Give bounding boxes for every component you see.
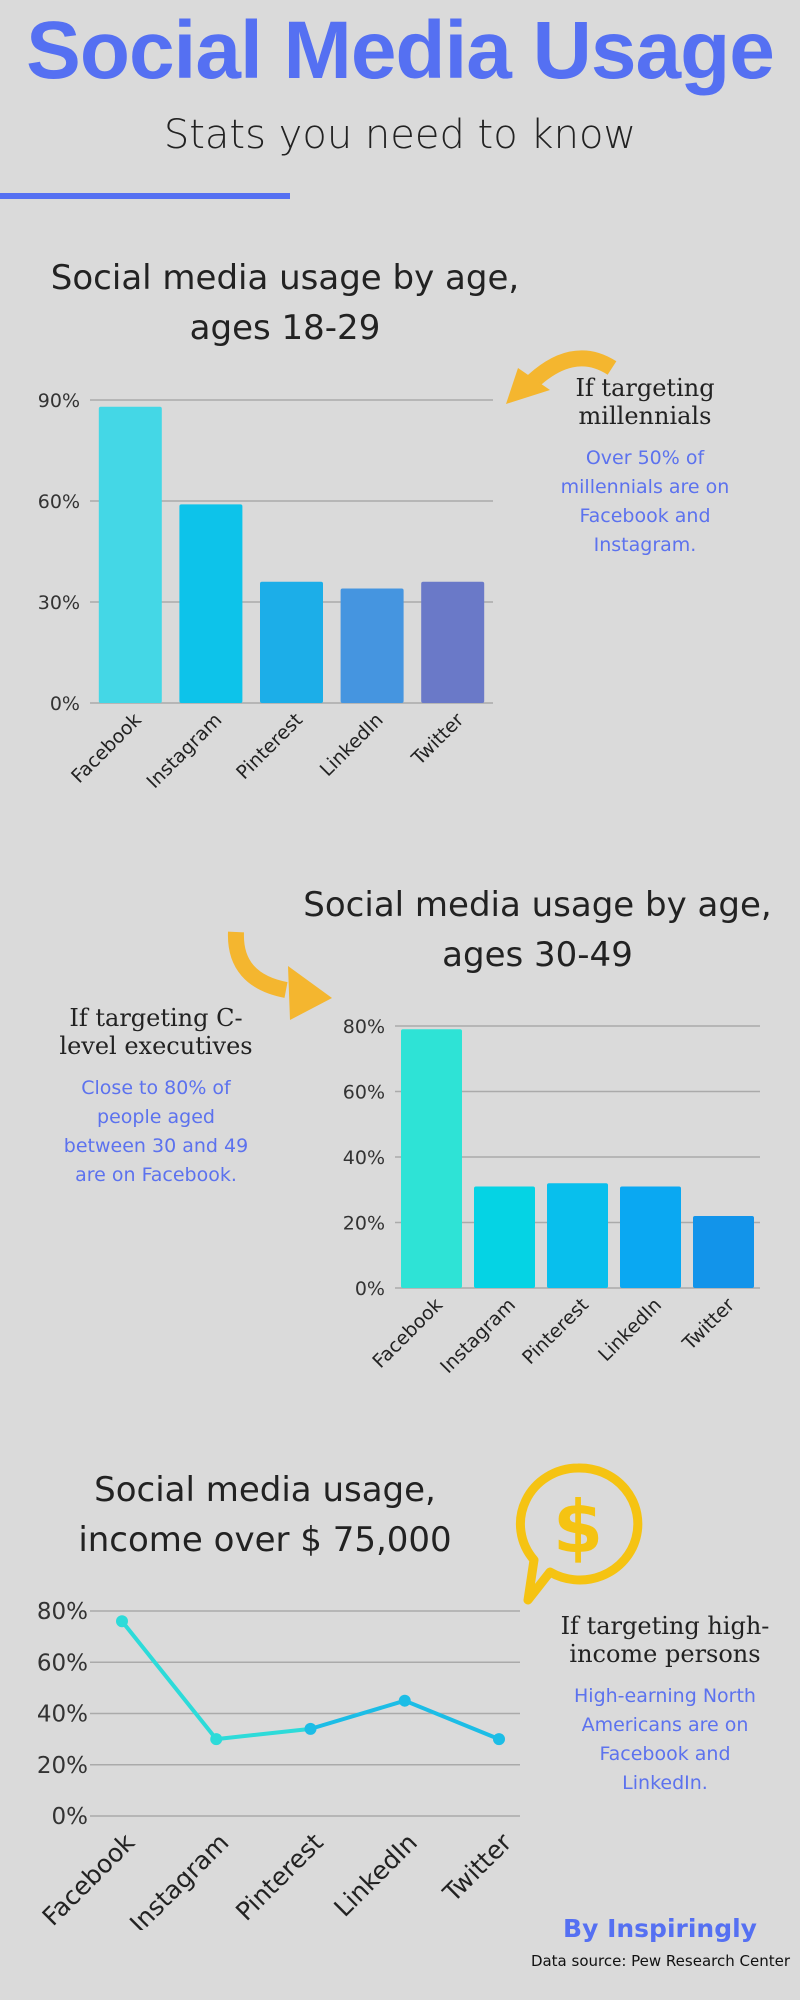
chart1-bar-linkedin [340,588,404,703]
page-title: Social Media Usage [26,5,775,96]
note-millennials-body-line2: millennials are on [560,476,730,498]
title-divider [0,193,290,199]
chart2-ytick-label: 80% [343,1016,385,1038]
chart2-category-label: Pinterest [518,1294,593,1369]
chart2-title-line2: ages 30-49 [442,935,633,975]
note-millennials-body-line3: Facebook and [579,505,711,527]
chart2-category-label: Facebook [368,1294,447,1373]
curved-arrow-icon [506,350,617,404]
note-high-income: If targeting high- income persons High-e… [540,1612,790,1798]
chart3-ytick-label: 0% [52,1804,89,1830]
chart1-bar-twitter [421,581,485,703]
chart3-category-label: Facebook [37,1827,141,1930]
chart3-category-label: LinkedIn [328,1828,423,1923]
chart1-title-line1: Social media usage by age, [50,258,520,298]
chart3-ytick-label: 40% [37,1702,88,1728]
chart3-ytick-label: 80% [37,1599,88,1625]
svg-text:$: $ [553,1485,603,1569]
chart2-title-line1: Social media usage by age, [303,885,772,925]
chart2-category-label: LinkedIn [594,1294,666,1366]
chart3-point-instagram [210,1733,223,1746]
chart3-title: Social media usage, income over $ 75,000 [40,1465,490,1565]
note-executives: If targeting C- level executives Close t… [40,1004,272,1190]
curved-arrow-icon [227,931,332,1020]
chart1-bar-pinterest [260,581,323,703]
chart2-bar-facebook [401,1029,462,1288]
chart1-category-label: Pinterest [232,709,307,784]
note-high-income-body-line1: High-earning North [574,1685,756,1707]
chart2-title: Social media usage by age, ages 30-49 [290,880,785,980]
note-high-income-body-line2: Americans are on [581,1714,749,1736]
chart1-title: Social media usage by age, ages 18-29 [20,253,550,353]
note-high-income-body-line3: Facebook and [599,1743,731,1765]
chart3-ytick-label: 60% [37,1650,88,1676]
chart1-ytick-label: 60% [38,491,80,513]
chart2-ytick-label: 60% [343,1082,385,1104]
chart3-category-label: Instagram [124,1828,234,1930]
note-executives-body-line3: between 30 and 49 [63,1135,249,1157]
chart3-title-line2: income over $ 75,000 [78,1520,452,1560]
chart3-series-line [214,1726,313,1742]
note-millennials-heading-line2: millennials [578,402,712,430]
note-millennials-body-line1: Over 50% of [585,447,705,469]
chart3-point-linkedin [398,1694,411,1707]
chart2-bar-instagram [474,1186,535,1288]
chart1-category-label: LinkedIn [316,709,388,781]
chart3-line-chart: 0% 20% 40% 60% 80% FacebookInstagramPinterest… [37,1599,520,1930]
chart1-title-line2: ages 18-29 [189,308,381,348]
chart3-series-line [402,1698,501,1742]
chart1-category-label: Twitter [407,709,468,770]
chart3-point-facebook [116,1615,128,1628]
note-executives-body-line4: are on Facebook. [75,1164,237,1186]
chart2-ytick-label: 20% [343,1213,385,1235]
note-executives-heading-line1: If targeting C- [69,1004,243,1032]
chart1-bar-facebook [98,406,162,703]
chart2-bar-linkedin [620,1186,681,1288]
chart3-point-pinterest [304,1722,317,1735]
note-high-income-heading-line1: If targeting high- [560,1612,770,1640]
chart3-series-line [308,1698,407,1731]
note-high-income-heading-line2: income persons [569,1640,761,1668]
chart3-category-label: Twitter [437,1827,518,1908]
note-executives-body-line1: Close to 80% of [81,1077,231,1099]
note-high-income-body-line4: LinkedIn. [622,1772,708,1794]
chart3-point-twitter [493,1733,505,1746]
chart2-bar-pinterest [547,1183,608,1288]
data-source: Data source: Pew Research Center [530,1952,790,1970]
chart3-title-line1: Social media usage, [94,1470,436,1510]
chart2-ytick-label: 40% [343,1147,385,1169]
chart1-ytick-label: 90% [38,390,80,412]
note-millennials-heading-line1: If targeting [575,374,715,402]
chart2-category-label: Twitter [678,1294,739,1355]
chart1-ytick-label: 30% [38,592,80,614]
chart2-bar-twitter [693,1215,754,1288]
chart1-ytick-label: 0% [50,693,80,715]
chart3-category-label: Pinterest [230,1828,329,1927]
chart2-category-label: Instagram [436,1294,520,1378]
chart1-bar-instagram [179,504,243,703]
chart3-ytick-label: 20% [37,1753,88,1779]
note-executives-body-line2: people aged [97,1106,215,1128]
note-executives-heading-line2: level executives [59,1032,253,1060]
note-millennials: If targeting millennials Over 50% of mil… [540,374,750,560]
chart2-ytick-label: 0% [355,1278,385,1300]
chart1-category-label: Instagram [143,709,227,793]
dollar-speech-bubble-icon: $ [516,1463,643,1605]
chart3-series-line [120,1619,219,1742]
note-millennials-body-line4: Instagram. [593,534,697,556]
chart1-category-label: Facebook [67,709,146,788]
page-subtitle: Stats you need to know [163,112,637,158]
brand-credit: By Inspiringly [563,1914,757,1943]
chart2-bar-chart: 0% 20% 40% 60% 80% FacebookInstagramPinterest… [343,1016,760,1378]
